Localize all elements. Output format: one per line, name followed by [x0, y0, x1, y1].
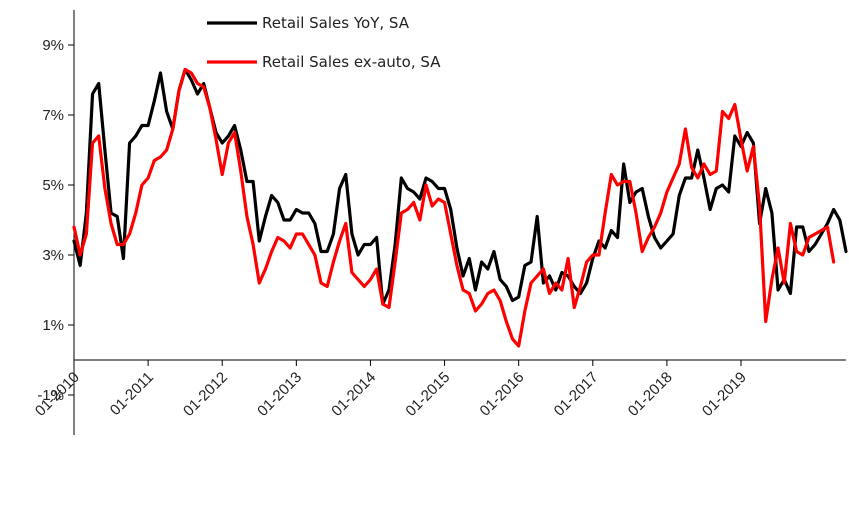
x-tick-label: 01-2018	[625, 369, 676, 420]
x-tick-label: 01-2011	[107, 369, 157, 419]
y-tick-label: 1%	[42, 317, 64, 334]
legend: Retail Sales YoY, SA Retail Sales ex-auto…	[207, 14, 441, 71]
y-tick-label: 5%	[42, 177, 64, 194]
legend-label-2: Retail Sales ex-auto, SA	[262, 53, 441, 71]
y-tick-label: -1%	[37, 387, 64, 404]
x-tick-label: 01-2012	[180, 369, 231, 420]
series-layer	[72, 67, 848, 348]
y-tick-label: 7%	[42, 107, 64, 124]
x-tick-label: 01-2014	[328, 369, 379, 420]
legend-label-1: Retail Sales YoY, SA	[262, 14, 410, 32]
y-tick-label: 9%	[42, 37, 64, 54]
series-line-1	[72, 67, 848, 306]
x-tick-label: 01-2016	[477, 369, 528, 420]
axes: 9%7%5%3%1%-1%01-2010 01-2011 01-2012 01-201…	[32, 10, 846, 435]
x-tick-label: 01-2019	[699, 369, 750, 420]
x-tick-label: 01-2013	[254, 369, 305, 420]
y-tick-label: 3%	[42, 247, 64, 264]
x-tick-label: 01-2015	[402, 369, 453, 420]
x-tick-label: 01-2017	[551, 369, 602, 420]
series-line-2	[72, 67, 836, 348]
